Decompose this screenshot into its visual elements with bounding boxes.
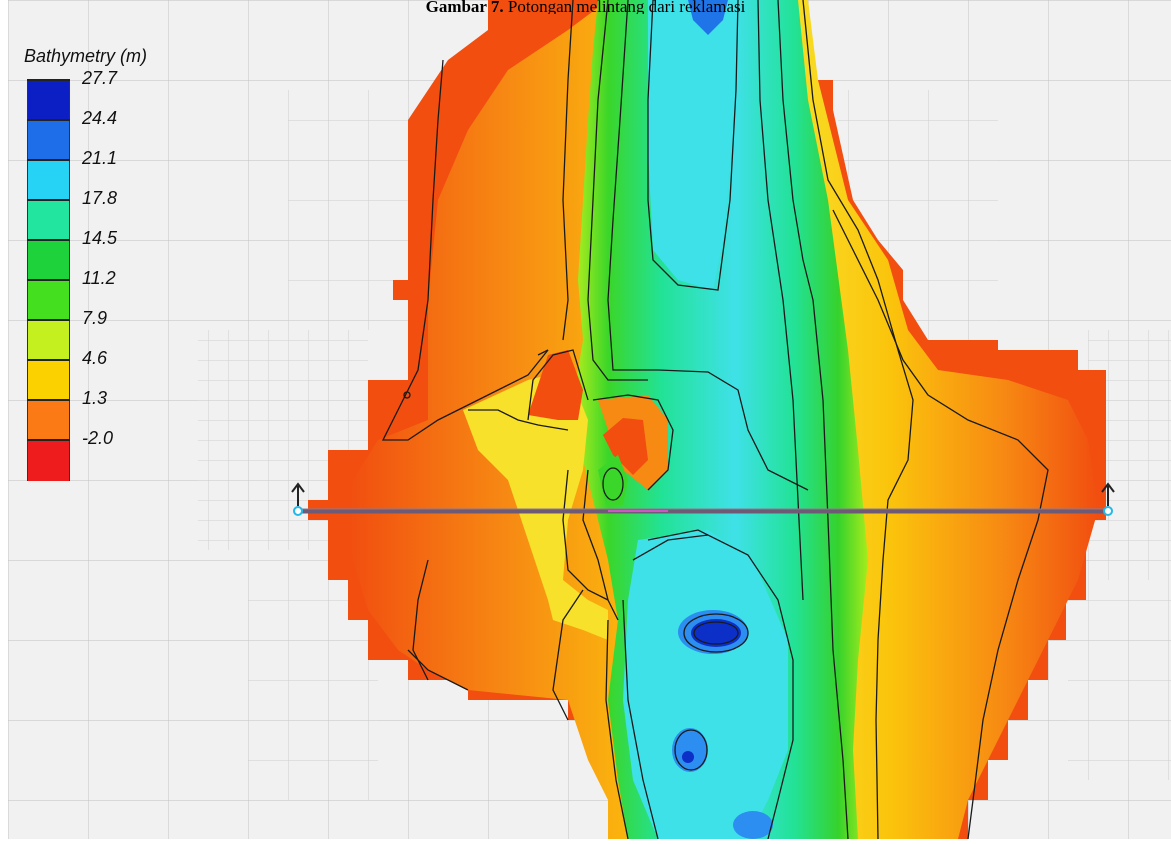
legend-tick [27,279,70,281]
legend-tick [27,79,70,81]
bathymetry-map[interactable] [8,0,1171,840]
legend-color-swatch [27,121,70,161]
legend-tick [27,399,70,401]
legend-color-swatch [27,161,70,201]
legend-item: 1.3 [24,388,147,441]
legend-tick [27,319,70,321]
legend-value: 1.3 [82,388,108,408]
section-start-arrow-icon [291,482,305,506]
legend-value: 17.8 [82,188,118,208]
legend-value: 11.2 [82,268,116,288]
legend-item: 21.1 [24,148,147,201]
legend-color-swatch [27,201,70,241]
legend-tick [27,159,70,161]
legend-tick [27,119,70,121]
legend-value: 27.7 [82,68,118,88]
legend-tick [27,239,70,241]
legend-value: 4.6 [82,348,108,368]
legend-item: 4.6 [24,348,147,401]
legend-item: 17.8 [24,188,147,241]
legend-item: 7.9 [24,308,147,361]
legend-title: Bathymetry (m) [24,46,148,66]
legend-tick [27,199,70,201]
legend-color-swatch [27,81,70,121]
legend-item: 24.4 [24,108,147,161]
legend-color-swatch [27,281,70,321]
legend-value: 7.9 [82,308,108,328]
legend-color-swatch [27,321,70,361]
legend-item: 14.5 [24,228,147,281]
cross-section-line[interactable] [291,482,1115,516]
legend-tick [27,439,70,441]
legend-value: 21.1 [82,148,118,168]
legend-value: 14.5 [82,228,118,248]
section-end-arrow-icon [1101,482,1115,506]
contour-lines [381,0,1049,840]
legend-scale: 27.7 24.4 21.1 17.8 14.5 11.2 7.9 4.6 1.3 -2.0 [24,68,147,481]
legend-item: 27.7 [24,68,147,121]
legend-value: 24.4 [82,108,118,128]
legend-color-swatch [27,361,70,401]
legend-value: -2.0 [82,428,114,448]
legend-item: -2.0 [24,428,147,481]
bathymetry-legend: Bathymetry (m) 27.7 24.4 21.1 17.8 14.5 11.2 7… [24,46,147,481]
section-start-handle [293,506,303,516]
figure-caption: Gambar 7. Potongan melintang dari reklam… [425,0,746,14]
legend-tick [27,359,70,361]
legend-color-swatch [27,401,70,441]
legend-color-swatch [27,241,70,281]
section-end-handle [1103,506,1113,516]
legend-item: 11.2 [24,268,147,321]
legend-color-swatch [27,441,70,481]
